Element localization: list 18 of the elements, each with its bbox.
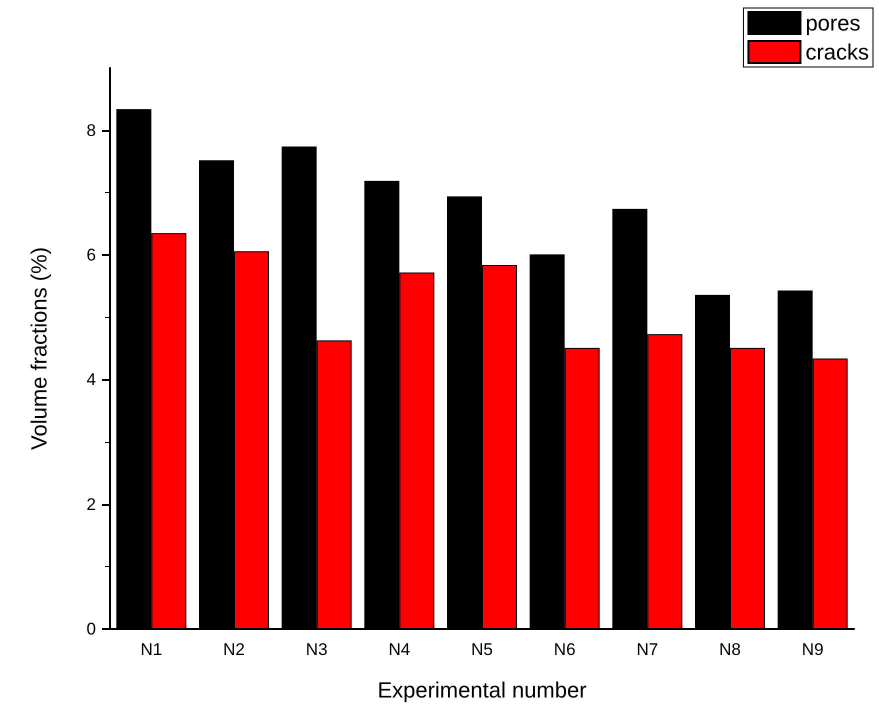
x-tick-label: N5	[471, 640, 493, 659]
y-tick-label: 2	[86, 494, 96, 514]
x-tick-label: N4	[388, 640, 410, 659]
x-tick-label: N7	[636, 640, 658, 659]
y-tick-label: 0	[86, 620, 96, 638]
x-tick-label: N1	[140, 640, 162, 659]
y-tick-label: 4	[86, 370, 96, 390]
y-tick-label: 6	[86, 246, 96, 264]
x-tick-label: N3	[306, 640, 328, 659]
x-tick-label: N8	[719, 640, 741, 659]
x-tick-label: N9	[802, 640, 824, 659]
x-axis-title: Experimental number	[377, 678, 587, 702]
legend-label: pores	[805, 10, 860, 36]
y-axis-title: Volume fractions (%)	[26, 247, 52, 450]
x-tick-label: N2	[223, 640, 245, 659]
y-tick-label: 8	[86, 120, 96, 140]
legend-label: cracks	[805, 40, 869, 64]
x-tick-label: N6	[554, 640, 576, 659]
